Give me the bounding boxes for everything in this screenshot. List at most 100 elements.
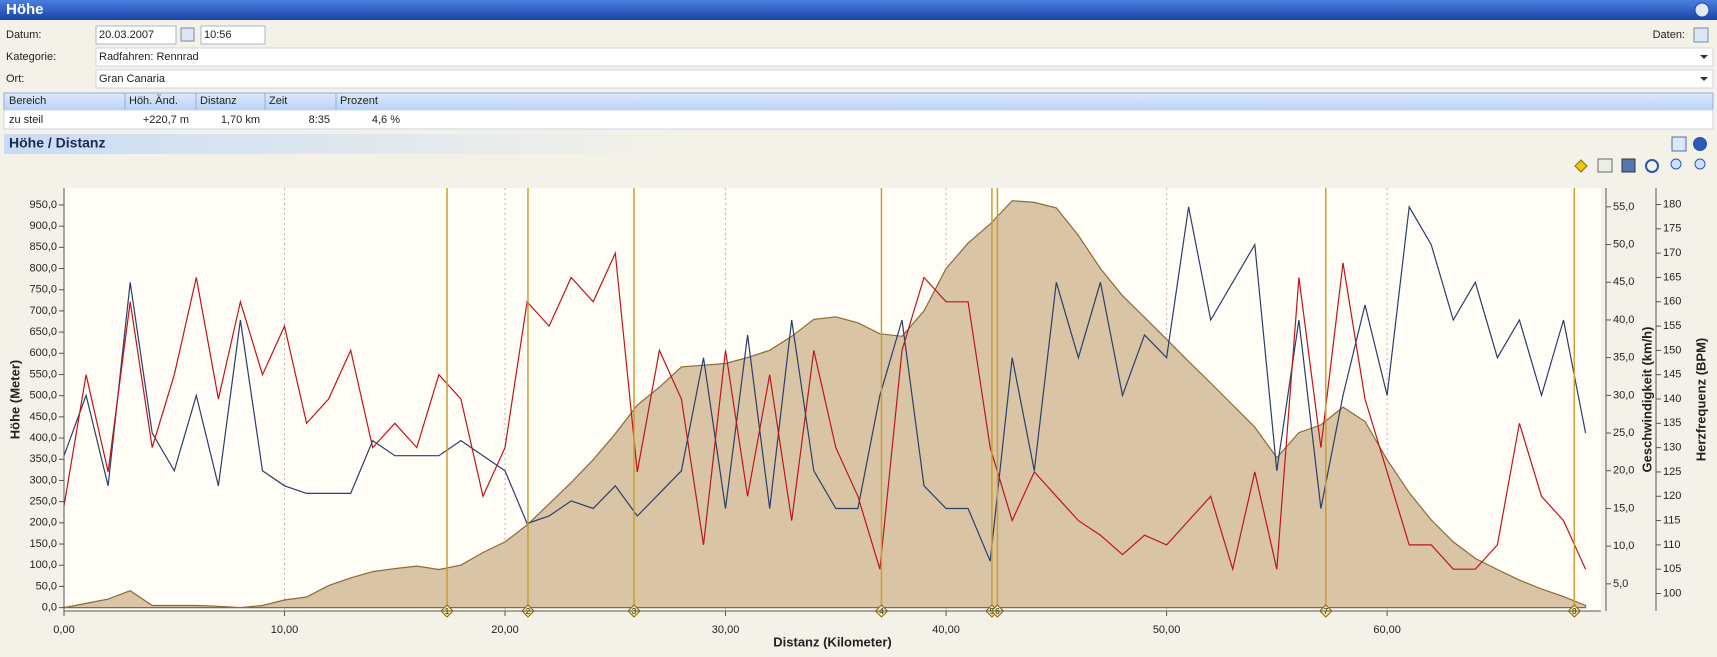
- y3-axis-title: Herzfrequenz (BPM): [1693, 338, 1708, 462]
- y2-tick-label: 30,0: [1613, 389, 1634, 401]
- y-tick-label: 100,0: [29, 559, 57, 571]
- x-tick-label: 50,00: [1153, 624, 1181, 636]
- series-line: [63, 205, 1587, 562]
- column-header: Distanz: [200, 95, 237, 107]
- y2-axis-title: Geschwindigkeit (km/h): [1639, 327, 1654, 473]
- y3-tick-label: 120: [1663, 490, 1681, 502]
- collapse-button[interactable]: [1694, 2, 1710, 18]
- y-tick-label: 650,0: [29, 326, 57, 338]
- elevation-area: [63, 200, 1587, 609]
- y3-tick-label: 135: [1663, 417, 1681, 429]
- x-tick-label: 60,00: [1373, 624, 1401, 636]
- table-row: [3, 109, 1714, 130]
- y-tick-label: 700,0: [29, 305, 57, 317]
- y-tick-label: 200,0: [29, 517, 57, 529]
- label: Ort:: [6, 73, 24, 85]
- y-axis-title: Höhe (Meter): [7, 360, 22, 439]
- table-header: [3, 92, 1714, 111]
- table-cell: 4,6 %: [372, 114, 400, 126]
- y3-tick-label: 115: [1663, 514, 1681, 526]
- y3-tick-label: 130: [1663, 442, 1681, 454]
- category-select[interactable]: [95, 47, 1714, 67]
- dropdown-arrow: [1700, 77, 1708, 81]
- x-axis-title: Distanz (Kilometer): [773, 634, 891, 649]
- y2-tick-label: 50,0: [1613, 238, 1634, 250]
- y3-tick-label: 165: [1663, 271, 1681, 283]
- y-tick-label: 900,0: [29, 220, 57, 232]
- y-tick-label: 0,0: [42, 602, 57, 614]
- series-line: [63, 250, 1587, 572]
- y2-tick-label: 5,0: [1613, 578, 1628, 590]
- menu-button[interactable]: [1693, 137, 1707, 151]
- y3-tick-label: 105: [1663, 563, 1681, 575]
- header-bar: [0, 0, 1717, 20]
- place: Gran Canaria: [99, 73, 166, 85]
- y-tick-label: 150,0: [29, 538, 57, 550]
- marker-label: 6: [995, 607, 1000, 616]
- time-input[interactable]: [200, 25, 266, 45]
- column-header: Höh. Änd.: [129, 95, 178, 107]
- tool-icon[interactable]: [1670, 158, 1682, 170]
- tool-icon[interactable]: [1645, 159, 1659, 173]
- calendar-button[interactable]: [180, 27, 195, 42]
- date-input[interactable]: [95, 25, 177, 45]
- y3-tick-label: 155: [1663, 320, 1681, 332]
- marker-label: 3: [632, 607, 637, 616]
- chart: 0,0010,0020,0030,0040,0050,0060,00123456…: [7, 188, 1708, 649]
- marker-label: 4: [879, 607, 884, 616]
- y-tick-label: 850,0: [29, 241, 57, 253]
- column-header: Zeit: [269, 95, 287, 107]
- data-button[interactable]: [1693, 27, 1709, 43]
- y-tick-label: 400,0: [29, 432, 57, 444]
- y3-tick-label: 140: [1663, 393, 1681, 405]
- x-tick-label: 0,00: [53, 624, 74, 636]
- marker-label: 7: [1324, 607, 1329, 616]
- y-tick-label: 450,0: [29, 411, 57, 423]
- y-tick-label: 800,0: [29, 262, 57, 274]
- y2-tick-label: 35,0: [1613, 352, 1634, 364]
- y-tick-label: 600,0: [29, 347, 57, 359]
- y2-tick-label: 55,0: [1613, 201, 1634, 213]
- tool-icon[interactable]: [1597, 158, 1613, 173]
- tool-icon[interactable]: [1574, 159, 1588, 173]
- y-tick-label: 550,0: [29, 368, 57, 380]
- label: Datum:: [6, 29, 41, 41]
- table: Bereich Höh. Änd. Distanz Zeit Prozent zu ste…: [9, 93, 400, 126]
- layout-button[interactable]: [1671, 136, 1687, 152]
- place-select[interactable]: [95, 69, 1714, 89]
- header-title: Höhe: [6, 1, 44, 18]
- marker-label: 1: [445, 607, 450, 616]
- y3-tick-label: 125: [1663, 466, 1681, 478]
- tool-icon[interactable]: [1694, 158, 1706, 170]
- panel-bar: [4, 134, 1713, 154]
- y3-tick-label: 170: [1663, 247, 1681, 259]
- date: 20.03.2007: [99, 29, 154, 41]
- table-cell: +220,7 m: [143, 114, 189, 126]
- table-cell: zu steil: [9, 114, 43, 126]
- y-tick-label: 250,0: [29, 496, 57, 508]
- marker-label: 2: [526, 607, 531, 616]
- y2-tick-label: 40,0: [1613, 314, 1634, 326]
- label: Kategorie:: [6, 51, 56, 63]
- label: Daten:: [1653, 29, 1685, 41]
- y2-tick-label: 15,0: [1613, 502, 1634, 514]
- chart-title: Höhe / Distanz: [9, 135, 105, 151]
- tool-icon[interactable]: [1621, 158, 1636, 173]
- y2-tick-label: 10,0: [1613, 540, 1634, 552]
- x-tick-label: 30,00: [712, 624, 740, 636]
- y3-tick-label: 150: [1663, 344, 1681, 356]
- y3-tick-label: 180: [1663, 198, 1681, 210]
- y3-tick-label: 100: [1663, 587, 1681, 599]
- y3-tick-label: 175: [1663, 223, 1681, 235]
- y3-tick-label: 110: [1663, 539, 1681, 551]
- y3-tick-label: 160: [1663, 296, 1681, 308]
- table-cell: 8:35: [309, 114, 330, 126]
- category: Radfahren: Rennrad: [99, 51, 199, 63]
- y2-tick-label: 20,0: [1613, 465, 1634, 477]
- y3-tick-label: 145: [1663, 369, 1681, 381]
- toolbar: [1574, 158, 1706, 173]
- y-tick-label: 950,0: [29, 199, 57, 211]
- y2-tick-label: 45,0: [1613, 276, 1634, 288]
- y-tick-label: 750,0: [29, 284, 57, 296]
